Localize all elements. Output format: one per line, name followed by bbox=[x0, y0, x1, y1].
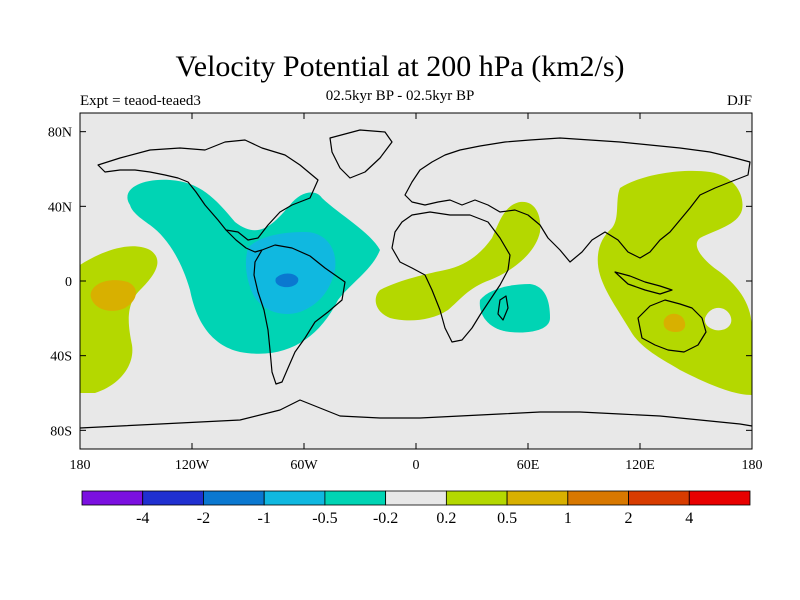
lon-tick-label: 60E bbox=[517, 458, 540, 473]
colorbar-label: 0.5 bbox=[497, 510, 517, 527]
lat-tick-label: 40S bbox=[50, 350, 72, 365]
colorbar-swatch bbox=[445, 490, 508, 506]
coastline-central-america bbox=[225, 229, 263, 253]
colorbar-swatch bbox=[142, 490, 204, 506]
contour-region-tasman-gap bbox=[704, 307, 732, 331]
plot-area bbox=[79, 112, 753, 450]
lat-tick-label: 40N bbox=[48, 200, 72, 215]
coastline-north-america bbox=[97, 139, 319, 241]
colorbar-label: 0.2 bbox=[436, 510, 456, 527]
lat-tick-label: 80N bbox=[48, 126, 72, 141]
contour-region-southeast-africa bbox=[479, 284, 550, 333]
colorbar-swatch bbox=[628, 490, 690, 506]
lon-tick-label: 120E bbox=[625, 458, 655, 473]
contour-region-central-pacific bbox=[80, 246, 158, 393]
coastline-eurasia bbox=[404, 137, 751, 263]
coastlines bbox=[79, 129, 753, 429]
colorbar-label: -2 bbox=[197, 510, 210, 527]
season-label: DJF bbox=[726, 93, 752, 109]
coastline-greenland bbox=[329, 129, 393, 179]
coastline-antarctica bbox=[79, 399, 753, 429]
contour-region-south-america-core bbox=[245, 232, 336, 314]
contour-region-africa-arabia bbox=[375, 201, 541, 321]
colorbar-label: -4 bbox=[136, 510, 149, 527]
coastline-maritime-continent bbox=[614, 271, 673, 295]
colorbar-swatch bbox=[567, 490, 629, 506]
map-title: Velocity Potential at 200 hPa (km2/s) bbox=[175, 50, 625, 83]
colorbar-swatch bbox=[81, 490, 144, 506]
lat-tick-label: 0 bbox=[65, 275, 72, 290]
longitude-ticks: 180 120W 60W 0 60E 120E 180 bbox=[70, 113, 763, 473]
colorbar-swatch bbox=[203, 490, 265, 506]
period-label: 02.5kyr BP - 02.5kyr BP bbox=[325, 88, 475, 104]
lon-tick-label: 0 bbox=[413, 458, 420, 473]
colorbar: -4 -2 -1 -0.5 -0.2 0.2 0.5 1 2 4 bbox=[81, 490, 751, 527]
contour-region-australia-max bbox=[663, 313, 686, 332]
contour-region-amazon-min bbox=[275, 273, 299, 288]
colorbar-swatch bbox=[263, 490, 326, 506]
colorbar-swatch bbox=[688, 490, 751, 506]
lat-tick-label: 80S bbox=[50, 424, 72, 439]
lon-tick-label: 120W bbox=[175, 458, 210, 473]
colorbar-label: 1 bbox=[564, 510, 572, 527]
colorbar-swatch bbox=[324, 490, 387, 506]
colorbar-label: -0.2 bbox=[373, 510, 398, 527]
colorbar-label: -0.5 bbox=[312, 510, 337, 527]
contour-region-asia-pacific bbox=[597, 170, 752, 395]
colorbar-label: -1 bbox=[258, 510, 271, 527]
coastline-australia bbox=[637, 299, 707, 353]
contour-region-pacific-max bbox=[90, 280, 136, 311]
contour-fills bbox=[80, 170, 752, 395]
lon-tick-label: 180 bbox=[70, 458, 91, 473]
experiment-label: Expt = teaod-teaed3 bbox=[80, 93, 201, 109]
latitude-ticks: 80N 40N 0 40S 80S bbox=[48, 126, 752, 439]
colorbar-label: 4 bbox=[685, 510, 693, 527]
coastline-africa bbox=[391, 211, 511, 343]
coastline-south-america bbox=[253, 244, 346, 385]
coastline-madagascar bbox=[497, 295, 509, 321]
colorbar-swatch bbox=[385, 490, 447, 506]
colorbar-swatch bbox=[506, 490, 569, 506]
lon-tick-label: 60W bbox=[290, 458, 318, 473]
lon-tick-label: 180 bbox=[742, 458, 763, 473]
colorbar-label: 2 bbox=[625, 510, 633, 527]
